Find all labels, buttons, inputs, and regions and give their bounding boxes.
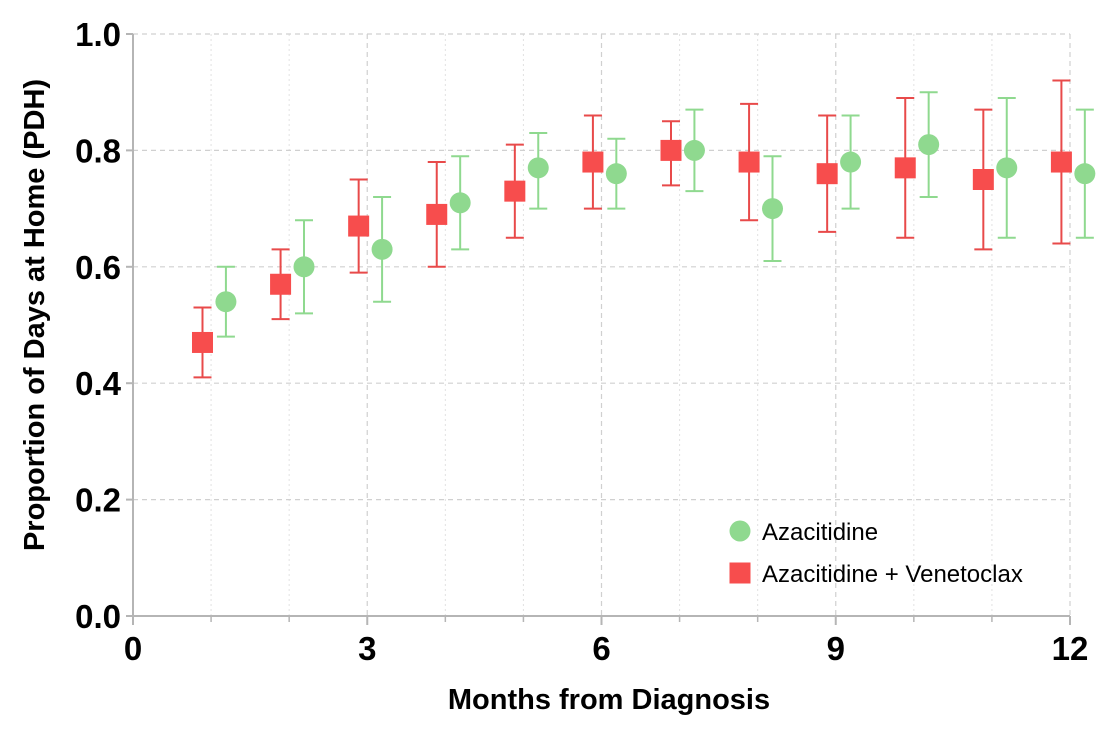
data-point-circle (996, 157, 1018, 179)
x-tick-label: 3 (358, 630, 376, 667)
y-tick-label: 0.8 (75, 132, 121, 169)
data-point-circle (215, 291, 237, 313)
y-tick-label: 0.2 (75, 482, 121, 519)
data-point-square (816, 163, 838, 185)
data-point-circle (293, 256, 315, 278)
y-tick-label: 1.0 (75, 16, 121, 53)
data-point-square (191, 331, 213, 353)
y-axis-title: Proportion of Days at Home (PDH) (19, 79, 51, 551)
x-tick-label: 0 (124, 630, 142, 667)
series-layer (191, 79, 1096, 379)
data-point-square (348, 215, 370, 237)
x-axis-title: Months from Diagnosis (448, 684, 770, 716)
y-tick-label: 0.4 (75, 365, 122, 402)
data-point-square (504, 180, 526, 202)
data-point-circle (605, 163, 627, 185)
data-point-square (738, 151, 760, 173)
azacitidine-series (215, 91, 1096, 338)
data-point-square (972, 169, 994, 190)
data-point-square (1050, 151, 1072, 173)
aza-ven-series (191, 79, 1072, 379)
legend-marker-square (729, 562, 751, 584)
data-point-square (582, 151, 604, 173)
legend-label: Azacitidine + Venetoclax (762, 561, 1023, 588)
data-point-circle (1074, 163, 1096, 185)
data-point-circle (527, 157, 549, 179)
legend: Azacitidine Azacitidine + Venetoclax (729, 519, 1023, 588)
data-point-circle (683, 139, 705, 161)
data-point-circle (371, 238, 393, 260)
data-point-circle (449, 192, 471, 214)
x-tick-label: 9 (827, 630, 845, 667)
y-tick-label: 0.0 (75, 598, 121, 635)
x-tick-label: 12 (1052, 630, 1089, 667)
data-point-square (660, 139, 682, 161)
axes: 0.0 0.2 0.4 0.6 0.8 1.0 0 3 6 9 12 (75, 16, 1088, 667)
y-tick-label: 0.6 (75, 249, 121, 286)
grid (133, 33, 1071, 616)
legend-marker-circle (729, 520, 751, 542)
data-point-circle (840, 151, 862, 173)
data-point-circle (762, 198, 784, 220)
data-point-square (426, 203, 448, 225)
x-tick-label: 6 (592, 630, 610, 667)
data-point-circle (918, 134, 940, 156)
legend-label: Azacitidine (762, 519, 878, 546)
data-point-square (894, 157, 916, 179)
data-point-square (270, 273, 292, 295)
